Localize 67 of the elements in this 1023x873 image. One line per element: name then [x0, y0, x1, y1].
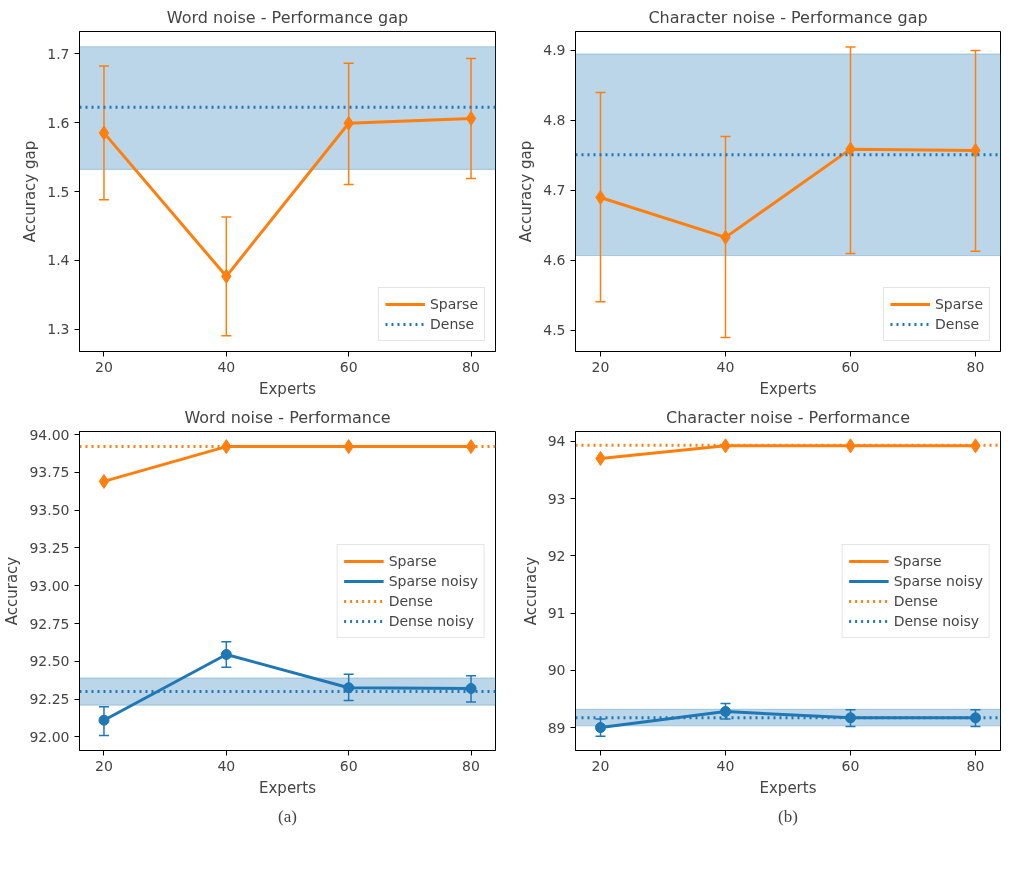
legend-label: Sparse — [388, 552, 437, 569]
y-tick-label: 94.00 — [29, 426, 70, 443]
legend-label: Sparse — [429, 296, 478, 312]
x-tick-label: 60 — [841, 358, 860, 375]
chart-title: Character noise - Performance — [666, 407, 910, 427]
chart-title: Character noise - Performance gap — [648, 7, 928, 27]
y-tick-label: 93.75 — [29, 464, 70, 481]
text: (a) — [278, 806, 297, 826]
y-tick-label: 89 — [547, 719, 566, 736]
x-tick-label: 80 — [462, 757, 480, 774]
legend-label: Sparse noisy — [388, 572, 478, 589]
y-tick-label: 4.5 — [543, 322, 566, 339]
legend-label: Dense — [934, 316, 980, 332]
legend-label: Dense — [429, 316, 475, 332]
x-tick-label: 60 — [841, 757, 860, 774]
legend-label: Dense noisy — [388, 612, 475, 629]
y-tick-label: 1.4 — [47, 252, 70, 269]
y-tick-label: 92.50 — [29, 653, 70, 670]
y-tick-label: 93.50 — [29, 502, 70, 519]
legend-label: Sparse noisy — [893, 572, 983, 589]
y-tick-label: 91 — [547, 605, 566, 622]
x-tick-label: 20 — [591, 757, 610, 774]
y-tick-label: 90 — [547, 662, 566, 679]
y-tick-label: 92.00 — [29, 728, 70, 745]
y-tick-label: 93.00 — [29, 577, 70, 594]
y-tick-label: 92.25 — [29, 691, 70, 708]
chart-title: Word noise - Performance gap — [166, 7, 409, 27]
chart-title: Word noise - Performance — [184, 407, 391, 427]
x-tick-label: 80 — [966, 757, 985, 774]
y-tick-label: 1.5 — [47, 183, 70, 200]
x-tick-label: 40 — [716, 358, 735, 375]
y-tick-label: 93.25 — [29, 539, 70, 556]
legend-label: Dense — [388, 592, 433, 609]
y-tick-label: 4.9 — [543, 42, 566, 59]
x-tick-label: 40 — [716, 757, 735, 774]
x-axis-title: Experts — [759, 379, 817, 398]
y-axis-title: Accuracy — [521, 556, 540, 626]
y-tick-label: 93 — [547, 490, 566, 507]
y-tick-label: 4.6 — [543, 252, 566, 269]
y-tick-label: 1.6 — [47, 114, 70, 131]
y-tick-label: 94 — [547, 433, 566, 450]
y-tick-label: 4.7 — [543, 182, 566, 199]
legend-label: Dense — [893, 592, 938, 609]
legend-label: Sparse — [934, 296, 983, 312]
y-tick-label: 1.3 — [47, 321, 70, 338]
x-tick-label: 20 — [95, 757, 113, 774]
y-tick-label: 4.8 — [543, 112, 566, 129]
y-tick-label: 92.75 — [29, 615, 70, 632]
y-axis-title: Accuracy — [3, 556, 22, 626]
x-tick-label: 60 — [339, 358, 358, 375]
x-tick-label: 60 — [339, 757, 358, 774]
legend-label: Sparse — [893, 552, 942, 569]
x-tick-label: 40 — [217, 358, 236, 375]
x-tick-label: 20 — [591, 358, 610, 375]
text: (b) — [778, 806, 798, 826]
x-axis-title: Experts — [759, 778, 817, 797]
y-axis-title: Accuracy gap — [21, 140, 40, 243]
y-tick-label: 1.7 — [47, 45, 70, 62]
x-tick-label: 20 — [95, 358, 113, 375]
y-tick-label: 92 — [547, 547, 566, 564]
legend-label: Dense noisy — [893, 612, 980, 629]
x-tick-label: 80 — [462, 358, 480, 375]
x-tick-label: 80 — [966, 358, 985, 375]
x-axis-title: Experts — [259, 778, 317, 797]
y-axis-title: Accuracy gap — [517, 140, 536, 243]
x-axis-title: Experts — [259, 379, 317, 398]
x-tick-label: 40 — [217, 757, 236, 774]
